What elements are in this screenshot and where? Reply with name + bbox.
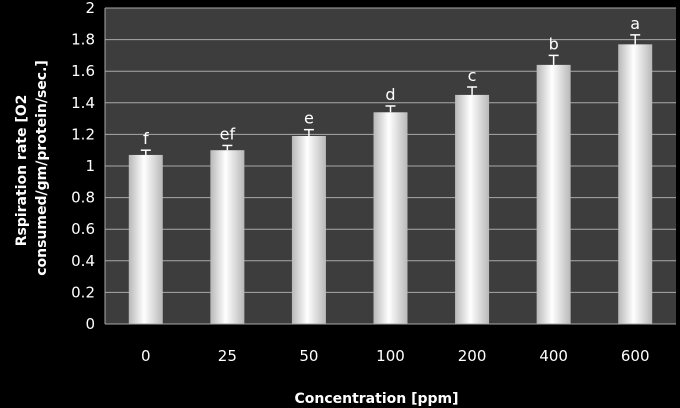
bar (618, 44, 653, 325)
x-tick-label: 200 (458, 347, 487, 365)
y-axis-title-line-2: consumed/gm/protein/sec.] (34, 60, 50, 276)
x-tick-label: 0 (141, 347, 151, 365)
y-tick-label: 2 (85, 0, 95, 17)
x-tick-label: 50 (299, 347, 318, 365)
y-tick-label: 1 (85, 157, 95, 175)
y-tick-label: 1.8 (71, 31, 95, 49)
x-tick-label: 400 (539, 347, 568, 365)
bar (373, 112, 408, 324)
significance-label: e (304, 109, 314, 128)
x-tick-label: 100 (376, 347, 405, 365)
x-tick-label: 25 (218, 347, 237, 365)
y-tick-label: 1.2 (71, 125, 95, 143)
bar (455, 94, 490, 325)
y-axis-title: Rspiration rate [O2 consumed/gm/protein/… (14, 60, 50, 276)
y-tick-label: 0.6 (71, 220, 95, 238)
significance-label: b (549, 34, 559, 53)
significance-label: f (143, 129, 149, 148)
bar (210, 150, 245, 324)
y-tick-label: 0 (85, 315, 95, 333)
significance-label: a (630, 14, 640, 33)
bar (128, 154, 163, 324)
bar (291, 135, 326, 324)
x-axis-title: Concentration [ppm] (294, 391, 458, 407)
y-tick-label: 0.8 (71, 189, 95, 207)
y-tick-label: 0.2 (71, 283, 95, 301)
significance-label: c (468, 66, 477, 85)
x-tick-label: 600 (621, 347, 650, 365)
bar (536, 64, 571, 324)
significance-label: d (385, 85, 395, 104)
y-axis-title-line-1: Rspiration rate [O2 (14, 95, 30, 247)
y-tick-label: 1.4 (71, 94, 95, 112)
y-tick-label: 1.6 (71, 62, 95, 80)
significance-label: ef (220, 124, 236, 143)
y-tick-label: 0.4 (71, 252, 95, 270)
